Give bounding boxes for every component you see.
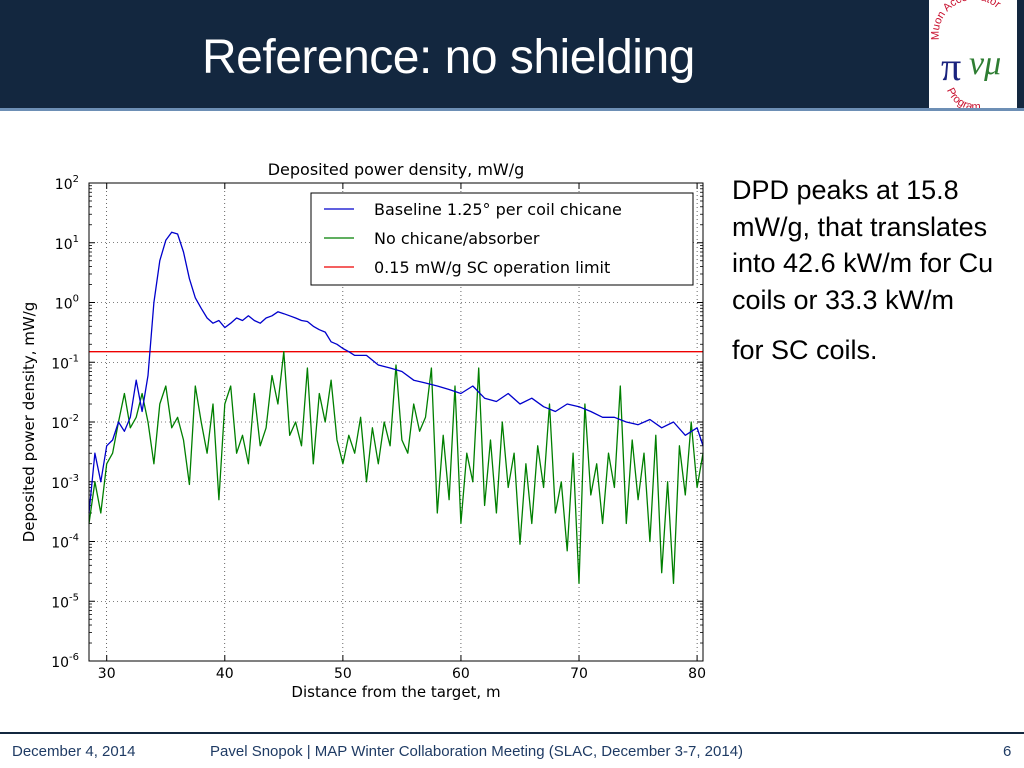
y-tick-exponent: 2 xyxy=(73,174,79,185)
slide-title: Reference: no shielding xyxy=(202,31,695,84)
y-tick-label: 100 xyxy=(55,294,79,313)
y-tick-exponent: -1 xyxy=(69,353,79,364)
y-tick-base: 10 xyxy=(51,416,69,432)
y-tick-exponent: -4 xyxy=(69,533,79,544)
x-tick-label: 60 xyxy=(452,666,470,682)
y-tick-base: 10 xyxy=(55,177,73,193)
y-tick-exponent: 1 xyxy=(73,234,79,245)
logo-letters: νμ xyxy=(969,45,1001,82)
y-tick-label: 10-3 xyxy=(51,473,79,492)
y-tick-label: 10-6 xyxy=(51,652,79,671)
legend-label-2: 0.15 mW/g SC operation limit xyxy=(374,258,610,277)
chart-title: Deposited power density, mW/g xyxy=(268,160,525,179)
series-line-1 xyxy=(88,351,704,584)
y-tick-exponent: 0 xyxy=(73,294,79,305)
footer-rule xyxy=(0,732,1024,734)
y-tick-base: 10 xyxy=(51,655,69,671)
map-logo: Muon Accelerator Program π νμ xyxy=(929,0,1017,113)
footer-page-number: 6 xyxy=(1003,743,1012,760)
y-tick-label: 10-1 xyxy=(51,353,79,372)
x-tick-label: 30 xyxy=(98,666,116,682)
header-rule xyxy=(0,108,1024,111)
y-tick-base: 10 xyxy=(51,356,69,372)
y-axis-label: Deposited power density, mW/g xyxy=(20,302,38,543)
footer-center: Pavel Snopok | MAP Winter Collaboration … xyxy=(210,743,744,760)
y-tick-base: 10 xyxy=(51,476,69,492)
logo-pi-icon: π xyxy=(941,44,961,89)
body-text: DPD peaks at 15.8 mW/g, that translates … xyxy=(732,172,1002,369)
svg-text:Muon Accelerator: Muon Accelerator xyxy=(930,0,1003,40)
y-tick-exponent: -5 xyxy=(69,592,79,603)
y-tick-exponent: -6 xyxy=(69,652,79,663)
header-bar xyxy=(0,0,1024,108)
series-line-0 xyxy=(88,231,704,514)
legend-box xyxy=(310,192,694,286)
chart-container: Deposited power density, mW/g Distance f… xyxy=(0,150,720,710)
legend-label-1: No chicane/absorber xyxy=(374,229,540,248)
y-tick-base: 10 xyxy=(55,297,73,313)
svg-text:Program: Program xyxy=(944,86,981,108)
x-tick-label: 50 xyxy=(334,666,352,682)
x-axis-label: Distance from the target, m xyxy=(291,683,500,701)
y-tick-label: 10-4 xyxy=(51,533,79,552)
y-tick-exponent: -3 xyxy=(69,473,79,484)
logo-arc-bottom: Program xyxy=(944,86,981,113)
y-tick-base: 10 xyxy=(51,536,69,552)
y-tick-label: 10-5 xyxy=(51,592,79,611)
legend-label-0: Baseline 1.25° per coil chicane xyxy=(374,200,622,219)
x-tick-label: 70 xyxy=(570,666,588,682)
body-line-1: DPD peaks at 15.8 mW/g, that translates … xyxy=(732,175,994,315)
body-line-2: for SC coils. xyxy=(732,335,878,365)
y-tick-label: 10-2 xyxy=(51,413,79,432)
y-tick-base: 10 xyxy=(55,237,73,253)
y-tick-label: 101 xyxy=(55,234,79,253)
logo-arc-top: Muon Accelerator xyxy=(930,0,1003,40)
y-tick-exponent: -2 xyxy=(69,413,79,424)
y-tick-label: 102 xyxy=(55,174,79,193)
plot-frame xyxy=(88,182,704,662)
footer-date: December 4, 2014 xyxy=(12,743,136,760)
dpd-chart: Deposited power density, mW/g Distance f… xyxy=(20,160,706,701)
y-tick-base: 10 xyxy=(51,595,69,611)
x-tick-label: 80 xyxy=(688,666,706,682)
x-tick-label: 40 xyxy=(216,666,234,682)
